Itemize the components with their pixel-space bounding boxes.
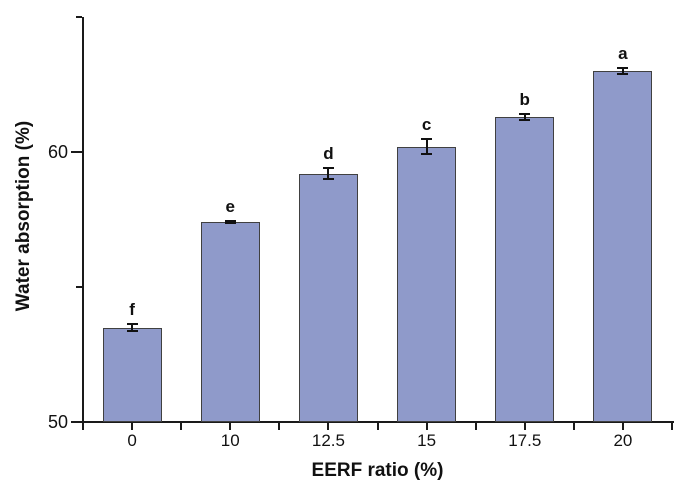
y-major-tick <box>71 421 82 423</box>
x-major-tick <box>621 423 624 430</box>
x-minor-tick <box>278 423 281 430</box>
bar-letter-label: d <box>323 144 334 164</box>
x-major-tick <box>425 423 428 430</box>
bar-letter-label: c <box>421 115 432 135</box>
error-bar-cap-top <box>322 167 334 170</box>
y-axis-title: Water absorption (%) <box>13 120 34 312</box>
error-bar-cap-bottom <box>617 72 629 75</box>
x-minor-tick <box>82 423 84 430</box>
error-bar-cap-top <box>126 323 138 326</box>
x-major-tick <box>131 423 134 430</box>
x-axis-line <box>82 421 674 423</box>
x-minor-tick <box>474 423 477 430</box>
y-major-tick <box>71 151 82 153</box>
error-bar-cap-top <box>421 138 433 141</box>
x-minor-tick <box>572 423 575 430</box>
bar <box>298 173 358 422</box>
error-bar-cap-bottom <box>224 222 236 224</box>
bar <box>102 327 162 422</box>
bar <box>495 116 555 422</box>
error-bar-cap-top <box>617 67 629 70</box>
error-bar-cap-top <box>519 112 531 115</box>
bar-letter-label: f <box>129 300 135 320</box>
bar-letter-label: e <box>225 197 235 217</box>
error-bar-line <box>523 113 526 120</box>
x-minor-tick <box>376 423 379 430</box>
bar-letter-label: a <box>618 44 628 64</box>
x-major-tick <box>229 423 232 430</box>
error-bar-cap-top <box>224 220 236 223</box>
error-bar-cap-bottom <box>421 153 433 156</box>
x-axis-title: EERF ratio (%) <box>311 460 444 481</box>
y-minor-tick <box>76 286 82 288</box>
x-minor-tick <box>180 423 183 430</box>
y-tick-label: 60 <box>47 142 68 162</box>
bar <box>397 146 457 422</box>
error-bar-cap-bottom <box>126 329 138 332</box>
error-bar-cap-bottom <box>519 118 531 121</box>
bar <box>200 222 260 422</box>
x-tick-label: 10 <box>220 431 240 450</box>
error-bar-line <box>327 168 330 179</box>
error-bar-cap-bottom <box>322 177 334 180</box>
x-major-tick <box>523 423 526 430</box>
y-axis-line <box>82 17 84 428</box>
error-bar-line <box>425 139 428 155</box>
x-major-tick <box>327 423 330 430</box>
y-tick-label: 50 <box>47 412 68 432</box>
bar-letter-label: b <box>519 89 530 109</box>
y-minor-tick <box>76 16 82 18</box>
bar <box>593 71 653 422</box>
x-minor-tick <box>671 423 673 430</box>
x-tick-label: 15 <box>417 431 437 450</box>
x-tick-label: 20 <box>613 431 633 450</box>
error-bar-line <box>621 68 624 74</box>
x-tick-label: 17.5 <box>508 431 542 450</box>
error-bar-line <box>131 324 134 331</box>
x-tick-label: 12.5 <box>311 431 345 450</box>
x-tick-label: 0 <box>127 431 137 450</box>
